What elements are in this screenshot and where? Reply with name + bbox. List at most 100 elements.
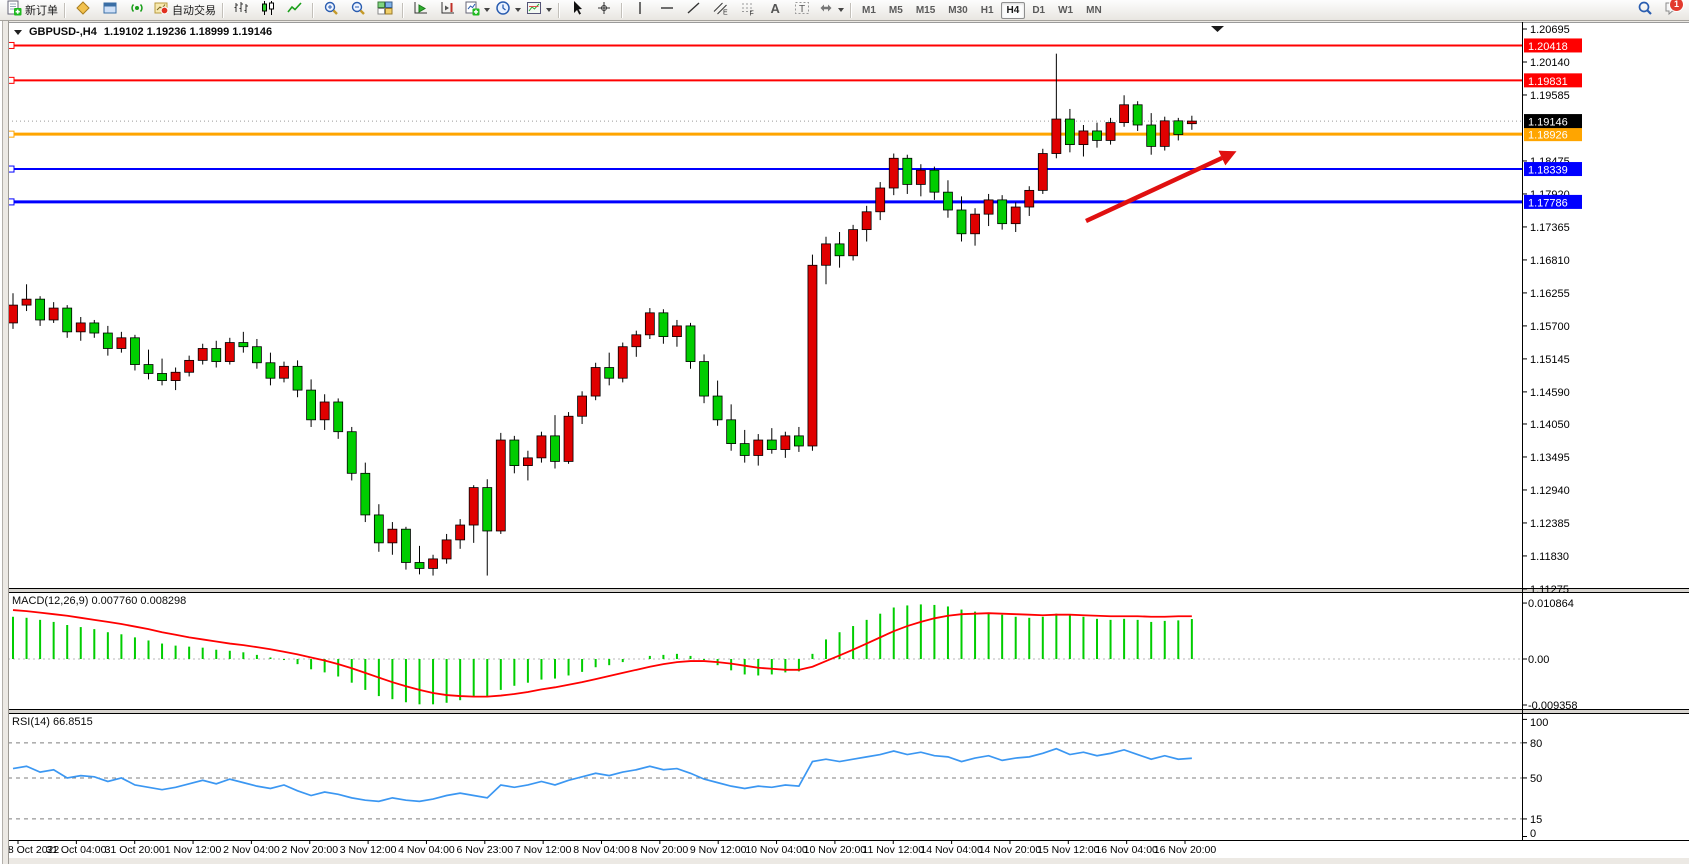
auto-trading-button[interactable]: 自动交易 [151, 1, 218, 19]
svg-text:T: T [799, 4, 805, 15]
svg-text:4 Nov 04:00: 4 Nov 04:00 [398, 844, 455, 856]
timeframe-m15-button[interactable]: M15 [915, 4, 936, 16]
svg-text:1.14050: 1.14050 [1530, 419, 1570, 431]
timeframe-m30-button[interactable]: M30 [948, 4, 968, 16]
text-tool-button[interactable]: A [762, 1, 788, 19]
text-label-button[interactable]: T [789, 1, 815, 19]
templates-button[interactable] [524, 1, 554, 19]
new-order-button[interactable]: 新订单 [4, 0, 60, 21]
templates-icon [526, 0, 542, 21]
rsi-indicator-label: RSI(14) 66.8515 [12, 716, 93, 728]
cursor-button[interactable] [564, 0, 590, 21]
svg-text:1 Nov 12:00: 1 Nov 12:00 [165, 844, 222, 856]
tile-windows-button[interactable] [372, 1, 398, 19]
price-badge [1524, 127, 1582, 142]
trend-arrow[interactable] [1085, 150, 1237, 224]
new-order-icon [6, 0, 22, 21]
symbol-dropdown-icon[interactable] [14, 29, 22, 35]
navigator-icon [102, 0, 118, 21]
chart-end-button[interactable] [435, 1, 461, 19]
trendline-icon [686, 0, 702, 21]
bar-chart-button[interactable] [228, 1, 254, 19]
crosshair-button[interactable] [591, 1, 617, 19]
svg-text:1.15145: 1.15145 [1530, 354, 1570, 366]
crosshair-icon [596, 0, 612, 21]
svg-text:9 Nov 12:00: 9 Nov 12:00 [690, 844, 747, 856]
fibo-button[interactable]: F [735, 1, 761, 19]
timeframe-h4-button[interactable]: H4 [1000, 1, 1026, 19]
timeframe-d1-button[interactable]: D1 [1032, 4, 1046, 16]
svg-text:1.16810: 1.16810 [1530, 255, 1570, 267]
hline-icon [659, 0, 675, 21]
svg-text:15: 15 [1530, 814, 1542, 826]
navigator-button[interactable] [97, 1, 123, 19]
periods-button[interactable] [493, 0, 523, 21]
candle-chart-icon [260, 0, 276, 21]
bar-chart-icon [233, 0, 249, 21]
svg-text:1.17365: 1.17365 [1530, 222, 1570, 234]
toolbar-separator [850, 2, 852, 18]
channel-button[interactable]: E [708, 1, 734, 19]
svg-text:14 Nov 04:00: 14 Nov 04:00 [920, 844, 983, 856]
cursor-icon [569, 0, 585, 21]
arrows-tool-button[interactable] [816, 1, 846, 19]
timeframe-w1-button[interactable]: W1 [1058, 4, 1074, 16]
svg-text:2 Nov 20:00: 2 Nov 20:00 [281, 844, 338, 856]
market-watch-button[interactable] [70, 0, 96, 21]
search-button[interactable] [1632, 1, 1658, 19]
vline-button[interactable] [627, 1, 653, 19]
price-badge [1524, 162, 1582, 177]
timeframe-m5-button[interactable]: M5 [888, 4, 903, 16]
line-chart-button[interactable] [282, 1, 308, 19]
symbol-period-label: GBPUSD-,H4 [29, 26, 97, 38]
new-chart-button[interactable] [462, 1, 492, 19]
dropdown-caret-icon[interactable] [838, 8, 844, 12]
svg-text:1.19831: 1.19831 [1528, 76, 1568, 88]
dropdown-caret-icon[interactable] [515, 8, 521, 12]
tile-windows-icon [377, 0, 393, 21]
signals-icon [129, 0, 145, 21]
svg-text:2 Nov 04:00: 2 Nov 04:00 [223, 844, 280, 856]
zoom-in-button[interactable] [318, 1, 344, 19]
zoom-in-icon [323, 0, 339, 21]
dropdown-caret-icon[interactable] [546, 8, 552, 12]
macd-indicator-label: MACD(12,26,9) 0.007760 0.008298 [12, 595, 187, 607]
svg-text:8 Nov 04:00: 8 Nov 04:00 [573, 844, 630, 856]
svg-text:A: A [771, 1, 781, 16]
price-badge [1524, 114, 1582, 129]
hline-button[interactable] [654, 1, 680, 19]
chart-forward-button[interactable] [408, 1, 434, 19]
chart-title[interactable]: GBPUSD-,H4 1.19102 1.19236 1.18999 1.191… [14, 26, 272, 38]
svg-text:1.11275: 1.11275 [1530, 584, 1569, 596]
candlestick-series [8, 53, 1197, 576]
chat-button[interactable]: 1 [1659, 0, 1685, 19]
new-order-label: 新订单 [25, 5, 58, 17]
zoom-out-button[interactable] [345, 1, 371, 19]
timeframe-m1-button[interactable]: M1 [862, 4, 876, 16]
timeframe-h1-button[interactable]: H1 [980, 4, 994, 16]
hline-objects[interactable] [7, 41, 1522, 206]
periods-icon [495, 0, 511, 21]
vline-icon [632, 0, 648, 21]
svg-text:1.14590: 1.14590 [1530, 387, 1570, 399]
dropdown-caret-icon[interactable] [484, 8, 490, 12]
svg-text:1.20695: 1.20695 [1530, 24, 1570, 36]
svg-text:7 Nov 12:00: 7 Nov 12:00 [515, 844, 572, 856]
svg-text:1.19585: 1.19585 [1530, 90, 1570, 102]
auto-trading-label: 自动交易 [172, 5, 216, 17]
timeframe-mn-button[interactable]: MN [1086, 4, 1102, 16]
svg-text:31 Oct 20:00: 31 Oct 20:00 [105, 844, 165, 856]
trendline-button[interactable] [681, 1, 707, 19]
price-badge [1524, 38, 1582, 53]
macd-signal-line [12, 609, 1192, 698]
candle-chart-button[interactable] [255, 0, 281, 21]
fibo-icon: F [740, 0, 756, 21]
svg-text:1.18926: 1.18926 [1528, 130, 1568, 142]
chart-shift-marker[interactable] [1211, 26, 1224, 32]
market-watch-icon [75, 0, 91, 21]
price-axis[interactable]: 1.206951.201401.195851.184751.179201.173… [1522, 24, 1582, 840]
svg-text:3 Nov 12:00: 3 Nov 12:00 [340, 844, 397, 856]
signals-button[interactable] [124, 1, 150, 19]
